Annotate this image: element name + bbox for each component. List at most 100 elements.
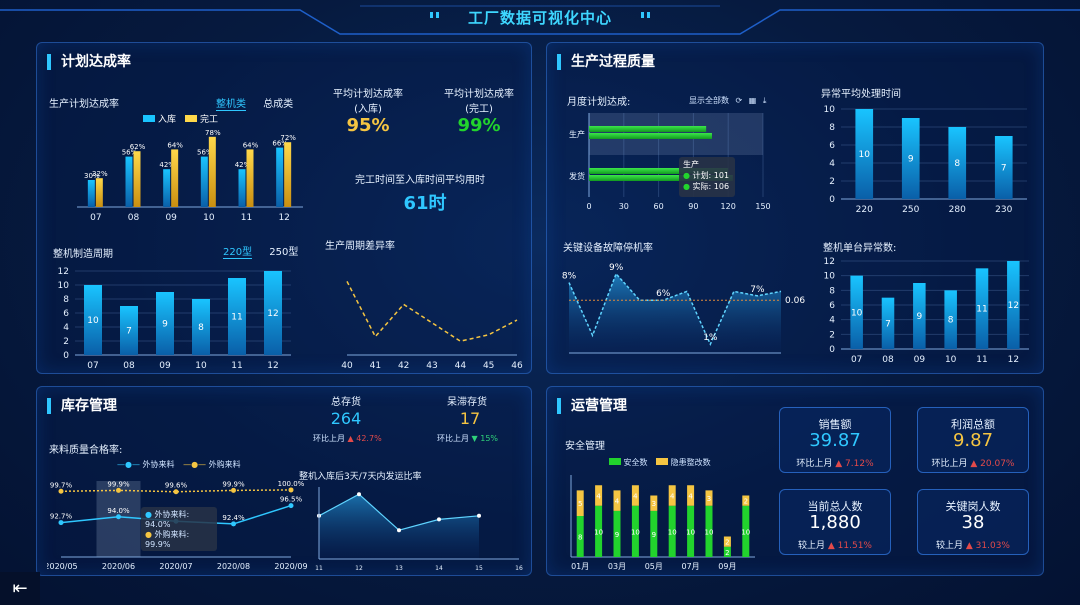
x-tick-label: 90 [688, 202, 698, 211]
bar-value-label: 12 [267, 309, 278, 319]
bar-value-label: 8 [948, 316, 954, 326]
profit-title: 利润总额 [951, 418, 995, 431]
tab-220[interactable]: 220型 [223, 243, 253, 259]
bar-value-label: 4 [688, 493, 693, 501]
bar [171, 149, 179, 207]
safety-label: 安全管理 [565, 441, 605, 452]
actual-dot-icon: ● [683, 182, 690, 191]
key-staff-value: 38 [961, 512, 985, 533]
bar [723, 536, 731, 547]
x-tick-label: 16 [515, 565, 523, 571]
inventory-panel: 库存管理 总存货 264 环比上月 ▲ 42.7% 呆滞存货 17 环比上月 ▼… [36, 386, 532, 576]
bar-value-label: 9 [652, 531, 656, 539]
anomaly-time-label: 异常平均处理时间 [821, 89, 901, 100]
plan-rate-chart: 入库 完工30%32%0756%62%0842%64%0956%78%1042%6… [77, 113, 303, 223]
bar-value-label: 32% [92, 170, 108, 178]
x-tick-label: 60 [654, 202, 664, 211]
y-tick-label: 发货 [569, 171, 585, 181]
y-tick-label: 4 [63, 323, 69, 333]
x-tick-label: 41 [370, 361, 381, 371]
bar [200, 156, 208, 207]
legend-outsource: 外协来料 [142, 460, 175, 469]
data-label: 92.4% [222, 514, 245, 522]
bar [613, 510, 621, 557]
data-point [116, 487, 121, 493]
bar-value-label: 5 [578, 500, 582, 508]
x-tick-label: 07 [87, 361, 98, 371]
y-tick-label: 2 [829, 330, 835, 340]
bar-value-label: 11 [231, 313, 242, 323]
quality-panel-title: 生产过程质量 [557, 51, 655, 73]
tab-250[interactable]: 250型 [269, 247, 299, 258]
bar-value-label: 42% [159, 161, 175, 169]
sales-sub: 环比上月 [796, 459, 833, 469]
y-tick-label: 生产 [569, 129, 585, 139]
stagnant-change-value: 15% [480, 434, 499, 443]
x-tick-label: 43 [426, 361, 437, 371]
incoming-chart: 92.7% 94.0% 92.4% 96.5% 99.7% 99.9% 99.6% 99.9%… [47, 480, 307, 571]
key-staff-title: 关键岗人数 [945, 500, 1001, 513]
arrow-down-icon: ▼ [471, 434, 478, 443]
legend-in-swatch [143, 115, 155, 122]
y-tick-label: 4 [829, 316, 835, 326]
key-staff-arrow-icon: ▲ [965, 541, 973, 551]
data-point [231, 487, 236, 493]
bar-value-label: 62% [130, 143, 146, 151]
bar [192, 299, 210, 355]
legend-purchase: 外购来料 [208, 460, 241, 469]
bar [705, 490, 713, 506]
ops-panel-title: 运营管理 [557, 395, 627, 417]
x-tick-label: 13 [395, 565, 403, 571]
plan-panel-title: 计划达成率 [47, 51, 131, 73]
x-tick-label: 250 [902, 205, 919, 215]
x-tick-label: 11 [976, 355, 987, 365]
data-label: 99.9% [222, 480, 245, 488]
stagnant-value: 17 [459, 409, 481, 428]
download-icon[interactable]: ⤓ [762, 96, 767, 105]
bar-value-label: 10 [705, 528, 714, 536]
tooltip-title: 生产 [683, 160, 699, 169]
data-point [397, 528, 401, 533]
bar [650, 495, 658, 511]
bar [133, 151, 141, 207]
avg-in-value: 95% [346, 115, 390, 136]
x-tick-label: 220 [856, 205, 873, 215]
series-line [568, 272, 782, 347]
show-all-label[interactable]: 显示全部数 [689, 96, 729, 105]
data-point [477, 513, 481, 518]
y-tick-label: 6 [829, 301, 835, 311]
data-label: 1% [703, 333, 718, 343]
sales-value: 39.87 [809, 430, 861, 451]
bar [595, 485, 603, 506]
bar [595, 505, 603, 557]
total-inventory-value: 264 [330, 409, 362, 428]
total-inventory-label: 总存货 [331, 397, 361, 408]
tab-assembly[interactable]: 总成类 [263, 99, 294, 110]
refresh-icon[interactable]: ⟳ [735, 96, 743, 105]
bar [284, 142, 292, 207]
bar-value-label: 10 [686, 528, 695, 536]
diff-chart: 40 41 42 43 44 45 46 [341, 281, 523, 371]
profit-card: 利润总额 9.87 环比上月 ▲ 20.07% [917, 407, 1029, 473]
legend-done-label: 完工 [200, 113, 218, 125]
x-tick-label: 46 [511, 361, 523, 371]
bar-value-label: 4 [670, 493, 675, 501]
bar-value-label: 4 [633, 493, 638, 501]
bar [668, 485, 676, 506]
y-tick-label: 2 [829, 177, 835, 187]
data-label: 9% [609, 263, 624, 273]
x-tick-label: 05月 [645, 562, 663, 571]
data-point [58, 520, 64, 526]
x-tick-label: 12 [267, 361, 278, 371]
back-button[interactable]: ⇤ [0, 572, 40, 605]
bar [125, 156, 133, 207]
bar [901, 118, 920, 199]
x-tick-label: 11 [241, 213, 252, 223]
x-tick-label: 08 [128, 213, 140, 223]
table-icon[interactable]: ▦ [748, 96, 757, 105]
headcount-card: 当前总人数 1,880 较上月 ▲ 11.51% [779, 489, 891, 555]
tooltip-plan: 计划: 101 [692, 171, 730, 180]
bar [855, 109, 874, 199]
tab-whole-machine[interactable]: 整机类 [216, 95, 246, 111]
